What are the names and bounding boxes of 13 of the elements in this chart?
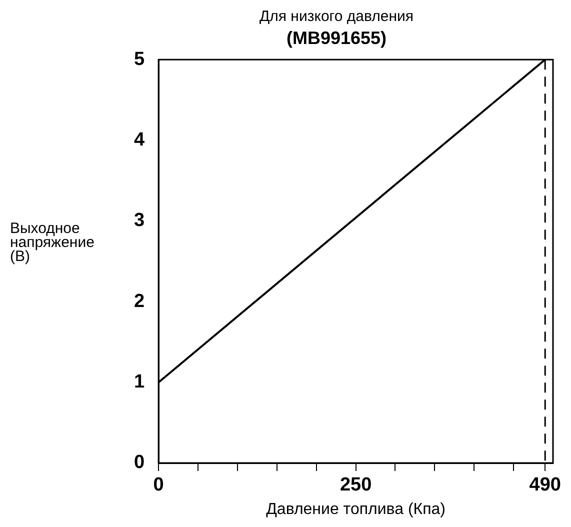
- chart-title: Для низкого давления: [259, 8, 414, 26]
- y-tick-label: 4: [134, 130, 145, 151]
- x-axis-title: Давление топлива (Кпа): [266, 500, 446, 518]
- y-tick-label: 0: [134, 452, 145, 474]
- y-tick-label: 2: [134, 290, 145, 312]
- y-tick-label: 1: [134, 372, 145, 393]
- y-tick-label: 3: [134, 210, 145, 232]
- y-tick-label: 5: [134, 48, 145, 70]
- y-axis-title: Выходное напряжение (В): [10, 220, 96, 265]
- x-tick-label: 490: [529, 474, 561, 496]
- x-tick-label: 250: [340, 474, 372, 496]
- x-tick-label: 0: [153, 474, 164, 496]
- chart-subtitle: (MB991655): [286, 28, 387, 48]
